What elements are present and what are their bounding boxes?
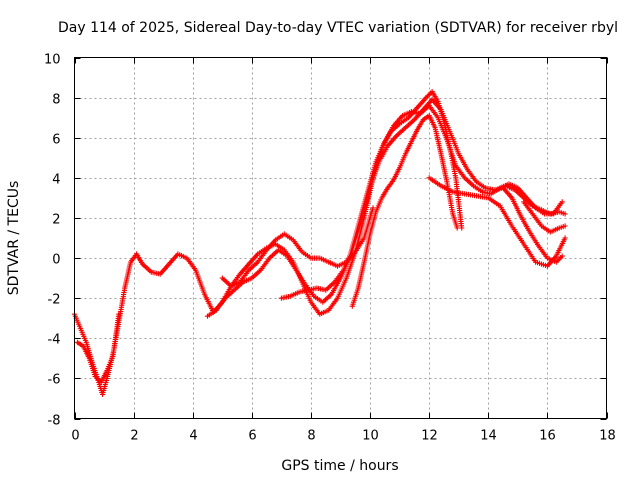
x-tick-label: 18 xyxy=(599,429,616,444)
data-point-marker xyxy=(559,199,565,205)
y-tick-label: 10 xyxy=(44,53,61,68)
x-tick-label: 6 xyxy=(248,429,256,444)
chart-title: Day 114 of 2025, Sidereal Day-to-day VTE… xyxy=(58,20,618,36)
series-sat-c xyxy=(204,103,565,319)
x-tick-label: 16 xyxy=(539,429,556,444)
y-tick-label: -6 xyxy=(48,373,61,388)
x-tick-label: 2 xyxy=(130,429,138,444)
series-line xyxy=(281,98,563,299)
series-sat-b xyxy=(74,311,122,385)
series-sat-f xyxy=(426,175,568,269)
y-tick-label: 4 xyxy=(52,173,60,188)
y-tick-label: -2 xyxy=(48,293,61,308)
y-axis-label: SDTVAR / TECUs xyxy=(6,181,22,296)
y-tick-label: 2 xyxy=(52,213,60,228)
x-tick-label: 14 xyxy=(480,429,497,444)
x-tick-label: 8 xyxy=(307,429,315,444)
x-tick-label: 0 xyxy=(71,429,79,444)
y-tick-label: -8 xyxy=(48,414,61,429)
data-point-marker xyxy=(370,205,376,211)
data-point-marker xyxy=(459,225,465,231)
data-point-marker xyxy=(562,223,568,229)
data-point-marker xyxy=(454,225,460,231)
series-sat-h xyxy=(521,199,568,235)
axis-ticks: 0 2 4 6 8 10 12 14 16 18 -8 -6 -4 -2 0 2 4 6 8 10 xyxy=(44,53,616,444)
series-line xyxy=(73,90,463,397)
series-sat-d xyxy=(278,97,565,301)
series-sat-e xyxy=(349,113,460,309)
series-sat-i xyxy=(219,205,376,289)
y-tick-label: 0 xyxy=(52,253,60,268)
data-point-marker xyxy=(562,235,568,241)
series-sat-g xyxy=(503,183,568,217)
plot-frame xyxy=(74,57,607,419)
x-tick-label: 12 xyxy=(421,429,438,444)
data-series xyxy=(71,89,568,397)
y-tick-label: 6 xyxy=(52,133,60,148)
x-tick-label: 10 xyxy=(362,429,379,444)
series-sat-a xyxy=(71,89,465,397)
data-point-marker xyxy=(562,211,568,217)
y-tick-label: 8 xyxy=(52,93,60,108)
series-line xyxy=(351,114,458,307)
grid-lines xyxy=(74,57,607,419)
data-point-marker xyxy=(559,253,565,259)
data-point-marker xyxy=(116,311,122,317)
x-tick-label: 4 xyxy=(189,429,197,444)
y-tick-label: -4 xyxy=(48,333,61,348)
x-axis-label: GPS time / hours xyxy=(281,458,398,474)
series-line xyxy=(207,104,563,317)
